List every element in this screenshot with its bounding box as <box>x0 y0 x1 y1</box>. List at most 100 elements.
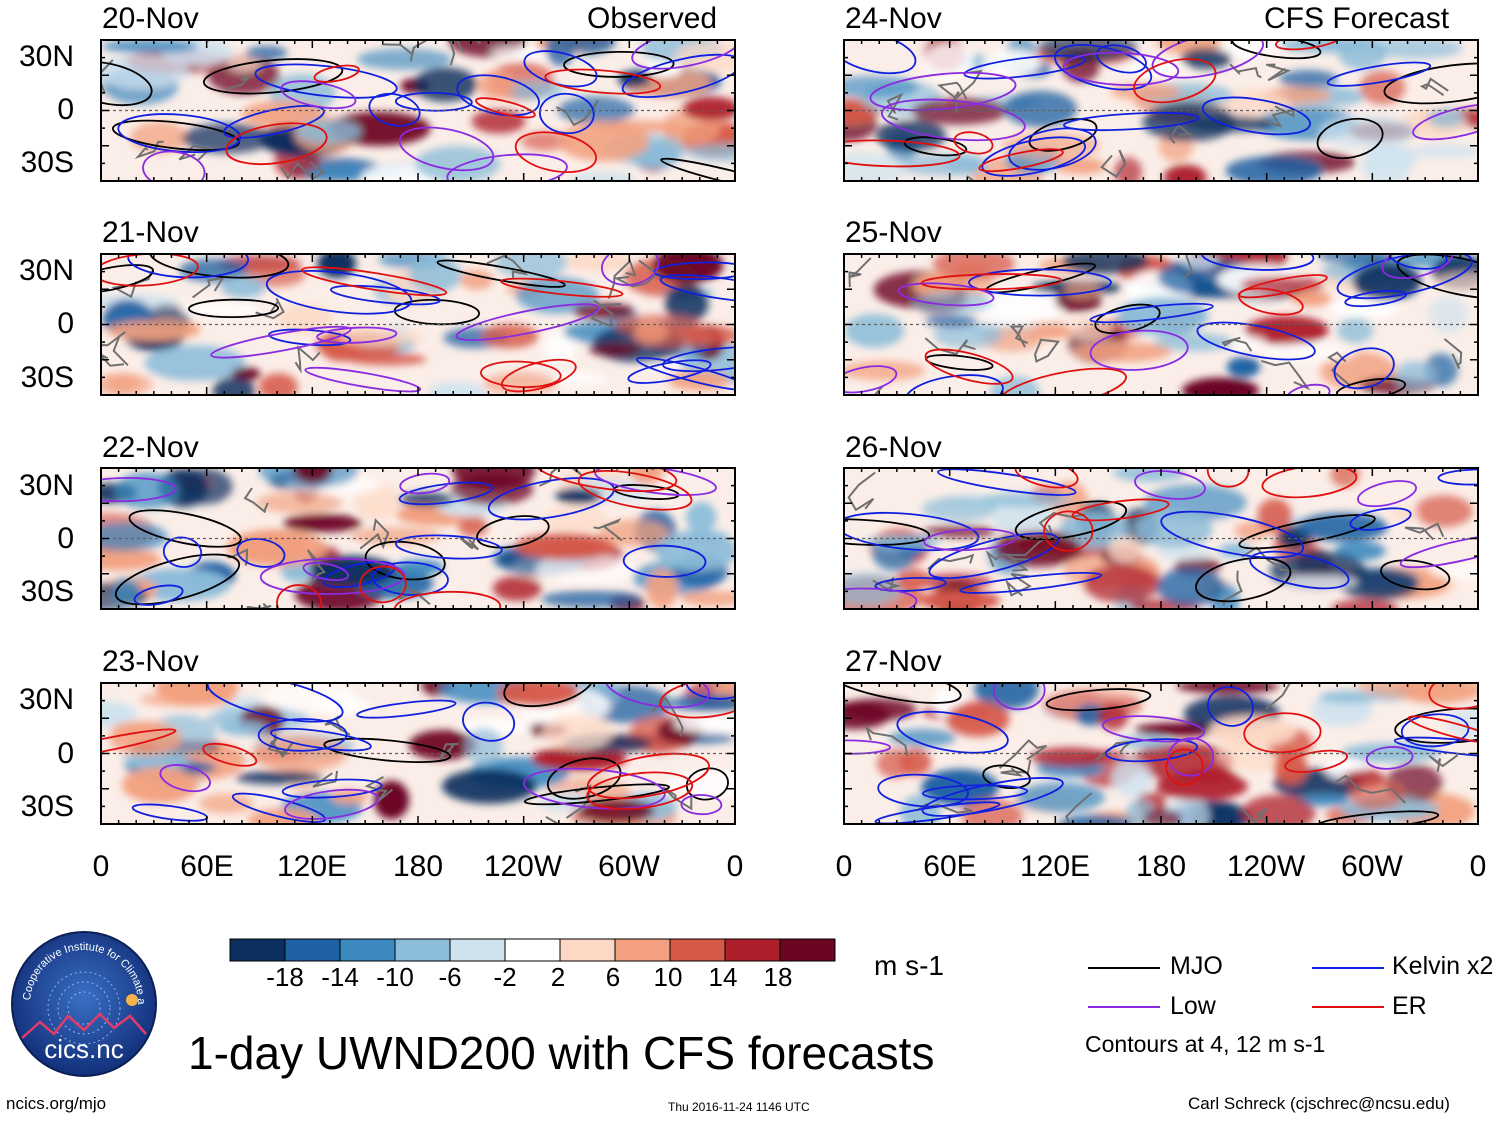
contour-low <box>844 587 918 609</box>
wind-anomaly-blob <box>247 808 319 824</box>
coastline-segment <box>555 99 599 127</box>
wind-anomaly-blob <box>1073 341 1172 363</box>
wind-anomaly-blob <box>1274 751 1308 785</box>
wind-anomaly-blob <box>144 345 246 381</box>
contour-kelvin-x2 <box>1008 127 1097 171</box>
wind-anomaly-blob <box>220 276 266 298</box>
wind-anomaly-blob <box>1108 536 1143 564</box>
wind-anomaly-blob <box>976 287 1062 325</box>
wind-anomaly-blob <box>541 590 641 608</box>
wind-anomaly-blob <box>1208 716 1296 747</box>
contour-kelvin-x2 <box>963 54 1087 80</box>
wind-anomaly-blob <box>599 519 670 547</box>
contour-low <box>1412 103 1478 141</box>
wind-anomaly-blob <box>258 373 298 395</box>
wind-anomaly-blob <box>913 291 992 314</box>
contour-mjo <box>685 767 729 801</box>
contour-mjo <box>1380 559 1451 591</box>
map-panel-25-Nov <box>843 253 1479 396</box>
footer-credit: Carl Schreck (cjschrec@ncsu.edu) <box>1188 1094 1450 1113</box>
wind-anomaly-blob <box>960 798 1024 824</box>
wind-anomaly-blob <box>1369 40 1463 59</box>
colorbar-units: m s-1 <box>874 950 944 981</box>
wind-anomaly-blob <box>1097 703 1129 731</box>
contour-kelvin-x2 <box>877 773 969 808</box>
contour-kelvin-x2 <box>356 699 457 719</box>
contour-kelvin-x2 <box>1336 254 1473 300</box>
wind-anomaly-blob <box>414 145 501 181</box>
coastline-segment <box>1443 338 1463 370</box>
wind-anomaly-blob <box>1245 315 1329 345</box>
wind-anomaly-blob <box>567 40 616 53</box>
contour-mjo <box>114 553 241 606</box>
contour-low <box>1062 51 1180 86</box>
x-tick-label: 0 <box>92 850 110 883</box>
wind-anomaly-blob <box>933 322 1003 349</box>
x-tick-label: 60W <box>598 850 660 883</box>
panel-ticks <box>100 467 736 610</box>
coastline-segment <box>1034 338 1061 363</box>
wind-anomaly-blob <box>495 254 568 280</box>
x-tick-label: 120W <box>1226 850 1306 883</box>
coastline-segment <box>225 74 251 91</box>
panel-date-label: 27-Nov <box>845 645 942 678</box>
contour-kelvin-x2 <box>538 92 595 135</box>
contour-mjo <box>476 515 550 549</box>
panel-ticks <box>100 39 736 182</box>
coastline-segment <box>1000 759 1032 777</box>
wind-anomaly-blob <box>1285 575 1359 589</box>
contour-low <box>446 153 568 181</box>
wind-anomaly-blob <box>1428 295 1468 334</box>
contour-kelvin-x2 <box>236 538 286 568</box>
wind-anomaly-blob <box>452 468 536 490</box>
coastline-segment <box>101 331 129 366</box>
contour-er <box>924 348 1014 385</box>
wind-anomaly-blob <box>219 720 268 736</box>
panel-ticks <box>100 682 736 825</box>
coastline-segment <box>459 537 480 551</box>
wind-anomaly-blob <box>1156 545 1212 561</box>
wind-shading <box>101 683 735 824</box>
contour-low <box>631 40 735 70</box>
coastline-segment <box>381 40 429 62</box>
panel-date-label: 21-Nov <box>102 216 199 249</box>
wind-anomaly-blob <box>923 42 974 82</box>
contour-kelvin-x2 <box>661 346 735 373</box>
y-tick-label: 0 <box>57 522 74 555</box>
wind-anomaly-blob <box>1330 598 1399 609</box>
coastline-segment <box>101 353 125 367</box>
wind-anomaly-blob <box>520 131 571 151</box>
wind-anomaly-blob <box>1109 83 1181 100</box>
coastlines <box>886 63 1449 181</box>
x-tick-label: 60W <box>1341 850 1403 883</box>
footer-timestamp: Thu 2016-11-24 1146 UTC <box>668 1100 810 1114</box>
wind-anomaly-blob <box>1428 563 1478 580</box>
wind-anomaly-blob <box>566 254 633 272</box>
wind-anomaly-blob <box>207 55 280 95</box>
coastline-segment <box>985 550 1031 568</box>
contour-mjo <box>128 509 242 548</box>
contour-low <box>455 303 600 341</box>
wind-anomaly-blob <box>110 578 141 605</box>
wind-anomaly-blob <box>557 121 650 162</box>
wind-anomaly-blob <box>1339 569 1420 600</box>
contour-low <box>302 561 350 582</box>
wind-anomaly-blob <box>1389 507 1420 522</box>
wind-anomaly-blob <box>507 80 564 100</box>
x-tick-label: 180 <box>1135 850 1187 883</box>
x-tick-label: 0 <box>726 850 744 883</box>
coastline-segment <box>280 161 326 180</box>
contour-kelvin-x2 <box>257 718 348 752</box>
coastline-segment <box>590 299 622 328</box>
x-tick-label: 120E <box>276 850 348 883</box>
contour-kelvin-x2 <box>281 778 383 799</box>
wind-anomaly-blob <box>459 270 494 290</box>
wind-shading <box>101 40 735 181</box>
panel-date-label: 26-Nov <box>845 431 942 464</box>
wind-anomaly-blob <box>1180 48 1232 69</box>
contour-mjo <box>202 58 344 95</box>
contour-kelvin-x2 <box>265 270 413 315</box>
coastline-segment <box>1428 754 1459 772</box>
coastline-segment <box>1229 63 1262 79</box>
wind-anomaly-blob <box>1186 116 1276 133</box>
